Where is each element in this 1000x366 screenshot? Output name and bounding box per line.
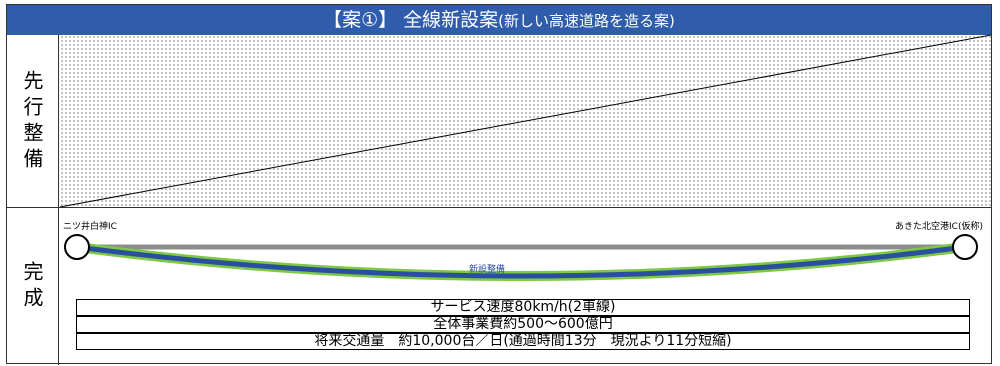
advance-row-label: 先行整備 [7, 35, 59, 208]
complete-row-label: 完成 [7, 208, 59, 365]
plan-subtitle: (新しい高速道路を造る案) [498, 12, 675, 30]
left-ic-label: ニツ井白神IC [63, 222, 117, 232]
right-ic-circle [952, 234, 978, 260]
info-speed: サービス速度80km/h(2車線) [76, 299, 970, 316]
plan-panel: 【案①】 全線新設案(新しい高速道路を造る案) 先行整備 完成 ニツ井白神IC … [6, 4, 992, 365]
route-label: 新設整備 [469, 265, 506, 275]
advance-label-text: 先行整備 [20, 69, 44, 174]
new-route-line [76, 244, 966, 279]
row-divider [7, 207, 991, 208]
complete-label-text: 完成 [20, 260, 44, 313]
plan-header: 【案①】 全線新設案(新しい高速道路を造る案) [7, 5, 991, 35]
plan-title: 【案①】 全線新設案 [323, 9, 499, 31]
advance-diagonal-line [59, 34, 992, 208]
left-ic-circle [64, 234, 90, 260]
right-ic-label: あきた北空港IC(仮称) [895, 222, 983, 232]
info-traffic: 将来交通量 約10,000台／日(通過時間13分 現況より11分短縮) [76, 333, 970, 350]
route-diagram [59, 34, 992, 281]
info-cost: 全体事業費約500～600億円 [76, 316, 970, 333]
